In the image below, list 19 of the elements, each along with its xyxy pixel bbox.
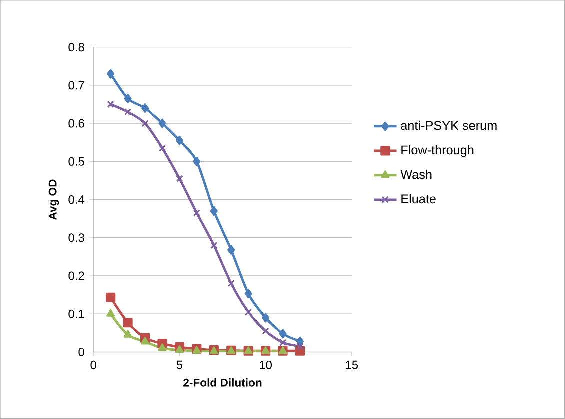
y-tick-label: 0.7 [68, 81, 84, 90]
x-tick-label: 5 [176, 360, 183, 370]
y-tick-label: 0 [78, 348, 84, 356]
y-tick-label: 0.2 [68, 272, 84, 280]
x-tick-label: 15 [346, 360, 358, 370]
y-tick-label: 0.4 [68, 195, 85, 204]
x-tick-label: 10 [260, 360, 272, 370]
y-tick-label: 0.3 [68, 234, 84, 242]
x-axis-title: 2-Fold Dilution [184, 378, 262, 387]
legend-label: Eluate [402, 194, 436, 204]
x-tick-label: 0 [90, 360, 96, 370]
y-tick-label: 0.1 [68, 310, 84, 318]
y-tick-label: 0.5 [68, 157, 84, 166]
y-tick-label: 0.8 [68, 42, 84, 52]
legend-label: Wash [400, 170, 432, 180]
legend-label: anti-PSYK serum [401, 120, 497, 130]
y-axis-title: Avg OD [48, 180, 60, 220]
y-tick-label: 0.6 [68, 119, 84, 128]
legend-label: Flow-through [402, 145, 474, 158]
